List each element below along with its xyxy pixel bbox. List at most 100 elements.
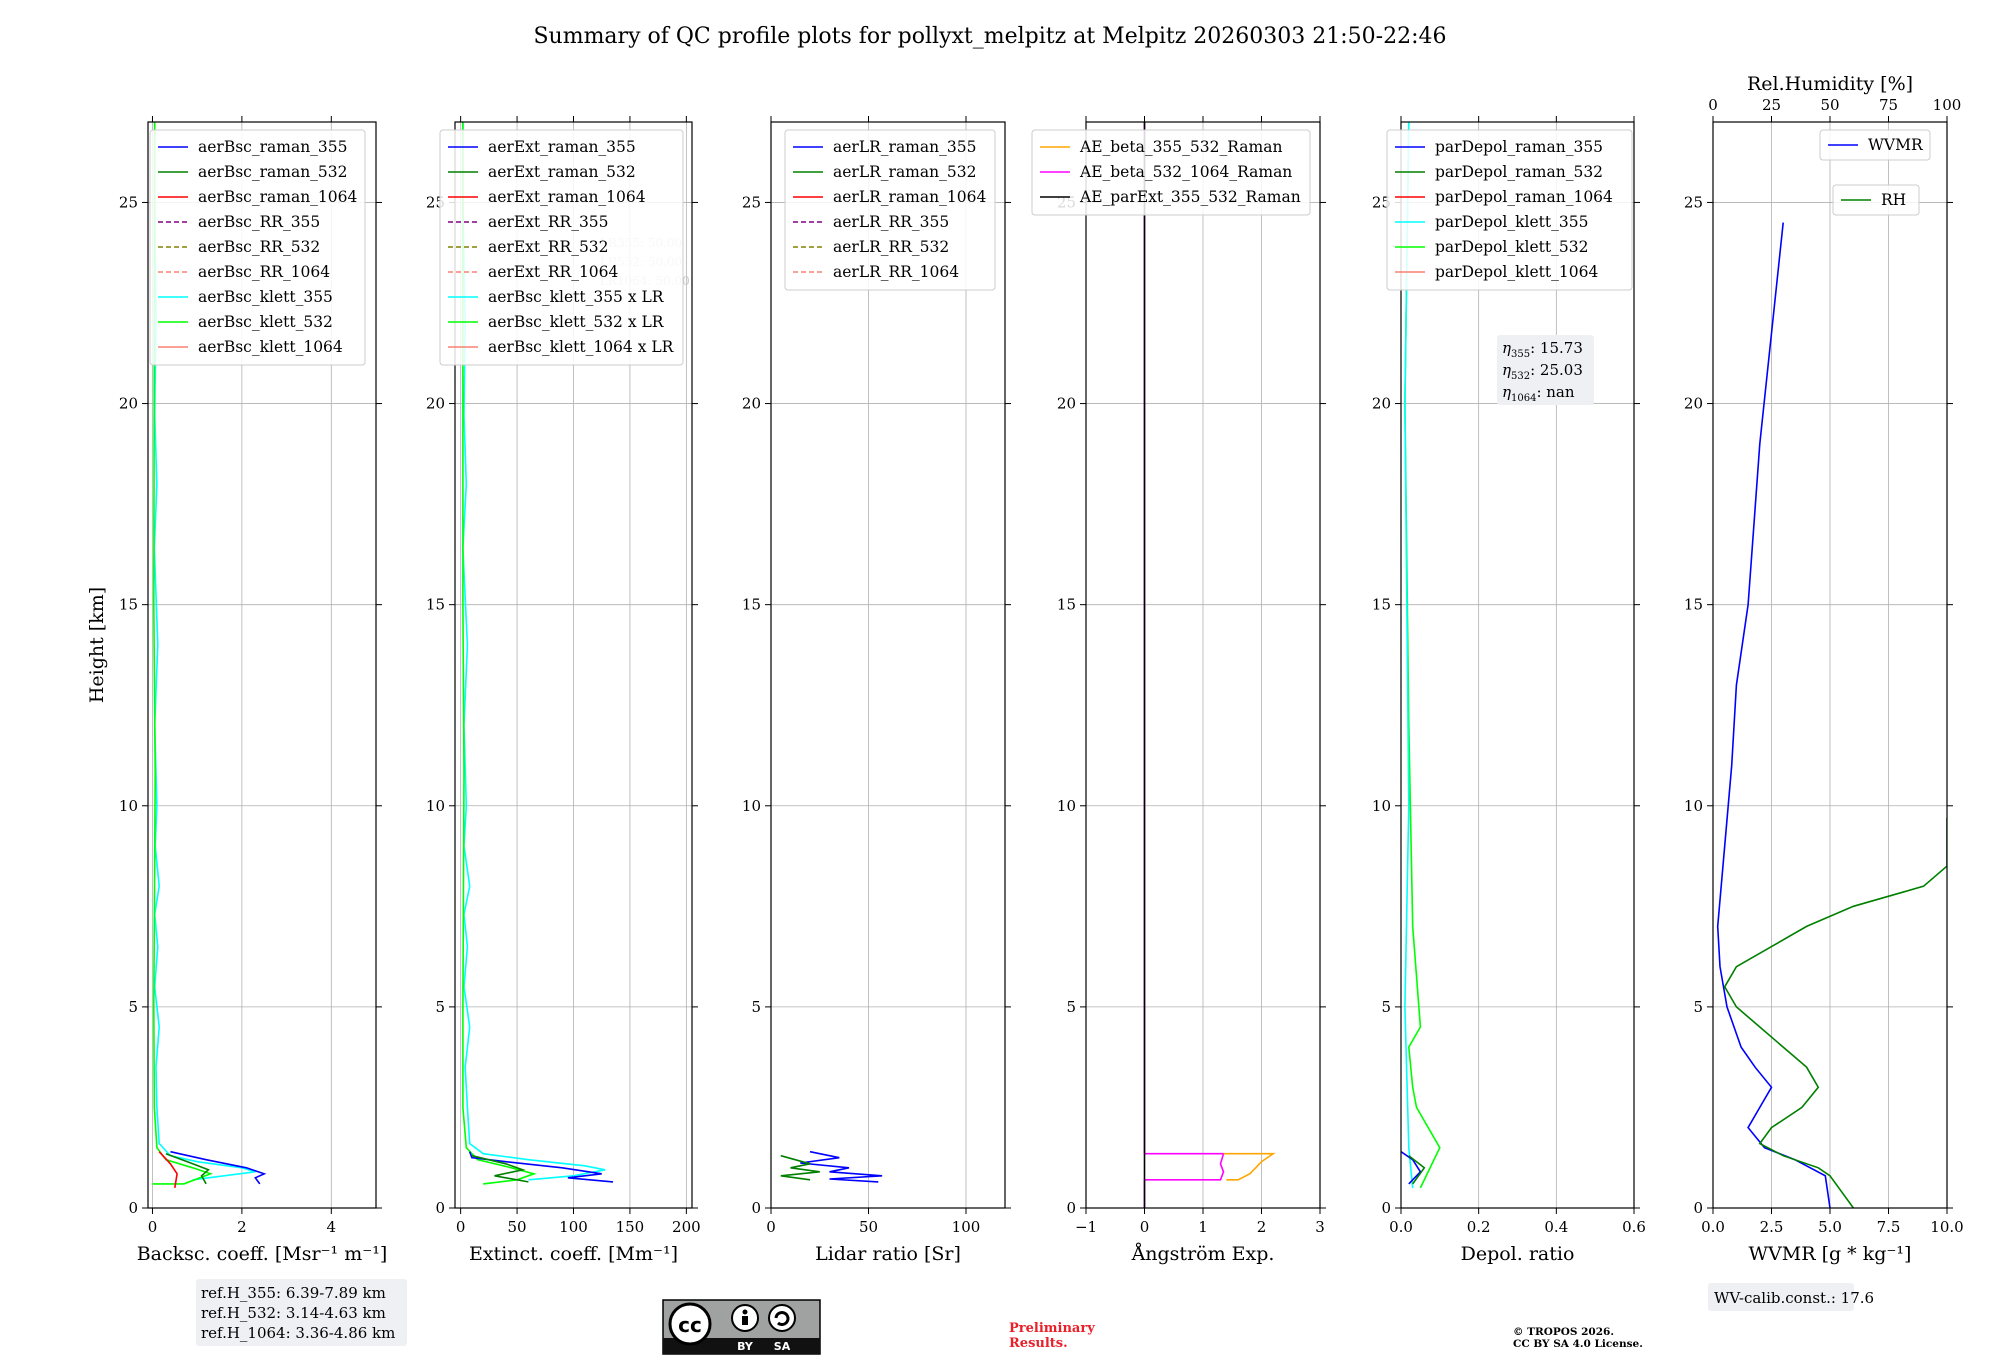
y-tick-label: 15 xyxy=(742,596,761,614)
top-x-tick-label: 100 xyxy=(1933,96,1962,114)
eta-subscript: 532 xyxy=(1511,371,1530,382)
x-tick-label: 0 xyxy=(766,1218,776,1236)
panel-angstrom: −101230510152025Ångström Exp.AE_beta_355… xyxy=(1031,116,1326,1265)
x-tick-label: 3 xyxy=(1315,1218,1325,1236)
y-tick-label: 20 xyxy=(426,395,445,413)
x-axis-label: Ångström Exp. xyxy=(1131,1243,1275,1265)
y-tick-label: 25 xyxy=(1684,193,1703,211)
axes-frame xyxy=(770,121,1006,1209)
legend-label: aerBsc_klett_1064 xyxy=(198,338,343,356)
eta-line: η532: 25.03 xyxy=(1502,361,1583,382)
by-person-head xyxy=(742,1309,748,1315)
copyright-line-1: © TROPOS 2026. xyxy=(1513,1326,1614,1338)
preliminary-line-1: Preliminary xyxy=(1009,1321,1095,1336)
y-tick-label: 25 xyxy=(119,193,138,211)
eta-symbol: η xyxy=(1502,339,1511,357)
series-line-aerBsc_raman_1064 xyxy=(158,1151,178,1189)
y-tick-label: 20 xyxy=(1372,395,1391,413)
y-tick-label: 10 xyxy=(1057,797,1076,815)
series-line-aerBsc_raman_355 xyxy=(170,1150,267,1185)
y-tick-label: 20 xyxy=(1684,395,1703,413)
wv-calib-background xyxy=(1708,1283,1854,1311)
legend-label: parDepol_klett_355 xyxy=(1435,213,1588,231)
legend-label: aerLR_raman_1064 xyxy=(833,188,986,206)
legend-label: WVMR xyxy=(1868,136,1924,154)
y-tick-label: 15 xyxy=(426,596,445,614)
x-tick-label: 7.5 xyxy=(1877,1218,1901,1236)
sa-share-icon xyxy=(768,1304,796,1332)
series-group xyxy=(1716,222,1947,1208)
x-tick-label: 0.0 xyxy=(1701,1218,1725,1236)
legend-label: aerBsc_klett_532 x LR xyxy=(488,313,665,331)
legend-label: aerLR_RR_355 xyxy=(833,213,949,231)
y-tick-label: 15 xyxy=(1684,596,1703,614)
legend-label: AE_beta_532_1064_Raman xyxy=(1079,163,1292,181)
eta-line: η355: 15.73 xyxy=(1502,339,1583,360)
x-tick-label: 150 xyxy=(616,1218,645,1236)
y-axis-label: Height [km] xyxy=(86,587,108,703)
legend-label: aerExt_raman_355 xyxy=(488,138,636,156)
x-tick-label: 100 xyxy=(952,1218,981,1236)
x-axis-label: Depol. ratio xyxy=(1461,1243,1575,1265)
x-tick-label: 0 xyxy=(148,1218,158,1236)
series-line-aerBsc_klett_355 xyxy=(153,122,256,1181)
legend-box xyxy=(149,129,366,366)
panels-group: 0 2 4 0 5 10 15 20 25 Backsc. coeff. [Msr⁻¹ m⁻¹] a… xyxy=(119,73,1964,1265)
y-tick-label: 15 xyxy=(1372,596,1391,614)
eta-subscript: 1064 xyxy=(1511,393,1536,404)
x-tick-label: 2 xyxy=(1257,1218,1267,1236)
series-line-aerBsc_klett_355 x LR xyxy=(462,122,606,1181)
legend-label: aerLR_RR_1064 xyxy=(833,263,959,281)
y-tick-label: 5 xyxy=(1693,998,1703,1016)
series-line-AE_beta_355_532_Raman xyxy=(1223,1152,1276,1181)
x-tick-label: 200 xyxy=(672,1218,701,1236)
y-tick-label: 10 xyxy=(1372,797,1391,815)
y-tick-label: 10 xyxy=(119,797,138,815)
eta-subscript: 355 xyxy=(1511,349,1530,360)
series-line-AE_beta_532_1064_Raman xyxy=(1143,122,1225,1208)
panel-lidar_ratio: 0 50 100 0 5 10 15 20 25 Lidar ratio [Sr] aerLR_ra… xyxy=(742,116,1011,1265)
y-tick-label: 20 xyxy=(1057,395,1076,413)
legend-label: aerLR_raman_355 xyxy=(833,138,976,156)
y-tick-label: 25 xyxy=(1372,193,1391,211)
ref-height-532: ref.H_532: 3.14-4.63 km xyxy=(201,1304,386,1322)
eta-value: : 15.73 xyxy=(1530,339,1583,357)
y-tick-label: 10 xyxy=(426,797,445,815)
x-tick-label: 0.2 xyxy=(1467,1218,1491,1236)
top-x-tick-label: 0 xyxy=(1708,96,1718,114)
series-group xyxy=(152,122,267,1189)
x-tick-label: 10.0 xyxy=(1930,1218,1963,1236)
legend-label: aerBsc_klett_532 xyxy=(198,313,333,331)
y-tick-label: 0 xyxy=(1693,1199,1703,1217)
series-line-aerBsc_klett_532 x LR xyxy=(462,122,537,1185)
x-axis-label: Extinct. coeff. [Mm⁻¹] xyxy=(469,1243,678,1265)
top-x-tick-label: 25 xyxy=(1762,96,1781,114)
y-tick-label: 0 xyxy=(435,1199,445,1217)
y-tick-label: 5 xyxy=(435,998,445,1016)
y-tick-label: 20 xyxy=(119,395,138,413)
x-tick-label: 50 xyxy=(508,1218,527,1236)
series-group xyxy=(780,1150,883,1183)
y-tick-label: 15 xyxy=(119,596,138,614)
legend-label: aerExt_RR_355 xyxy=(488,213,609,231)
reference-heights-box: ref.H_355: 6.39-7.89 km ref.H_532: 3.14-… xyxy=(196,1279,407,1346)
x-tick-label: 0 xyxy=(456,1218,466,1236)
legend-label: parDepol_raman_355 xyxy=(1435,138,1603,156)
y-tick-label: 0 xyxy=(128,1199,138,1217)
y-tick-label: 0 xyxy=(751,1199,761,1217)
x-axis-label: Backsc. coeff. [Msr⁻¹ m⁻¹] xyxy=(137,1243,388,1265)
y-tick-label: 0 xyxy=(1066,1199,1076,1217)
x-axis-label: Lidar ratio [Sr] xyxy=(815,1243,961,1265)
legend-box xyxy=(1819,129,1931,161)
legend-label: AE_parExt_355_532_Raman xyxy=(1079,188,1301,206)
y-tick-label: 0 xyxy=(1381,1199,1391,1217)
x-tick-label: 4 xyxy=(327,1218,337,1236)
legend-label: aerBsc_RR_355 xyxy=(198,213,320,231)
x-tick-label: 0.0 xyxy=(1389,1218,1413,1236)
series-line-parDepol_raman_355 xyxy=(1401,1151,1422,1185)
series-line-RH xyxy=(1723,817,1947,1208)
legend-label: aerExt_RR_532 xyxy=(488,238,609,256)
cc-by-sa-badge: cc BY SA xyxy=(662,1299,821,1355)
